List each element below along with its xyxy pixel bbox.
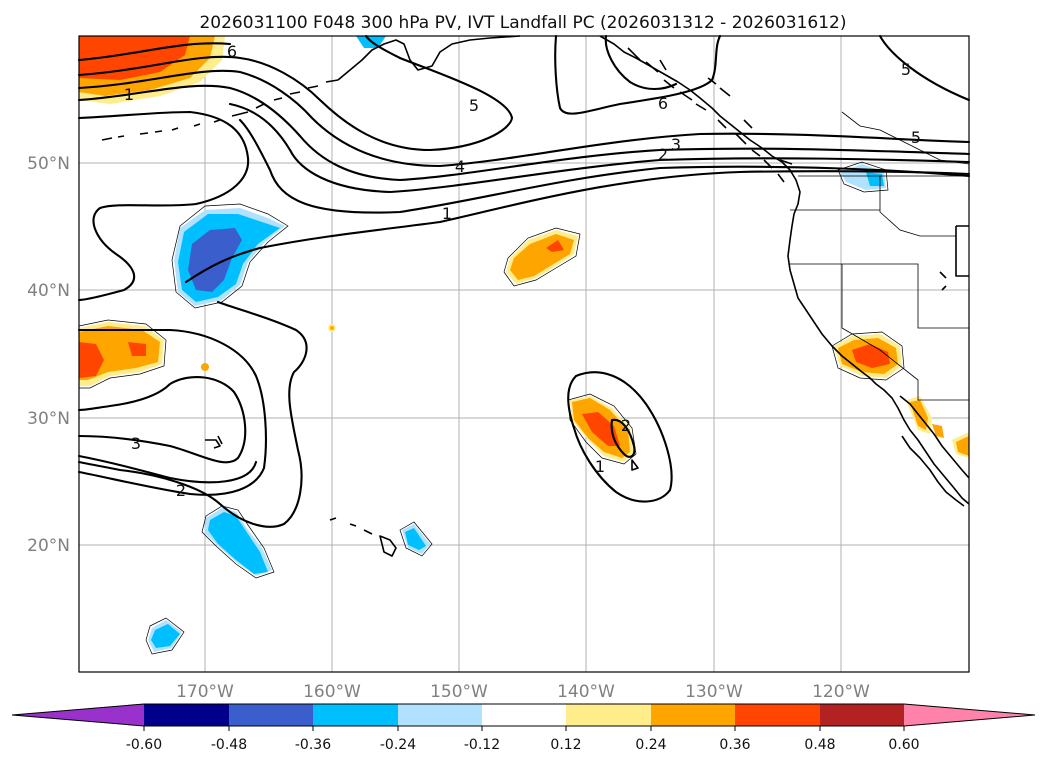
colorbar-segment bbox=[651, 704, 735, 726]
lon-label: 160°W bbox=[303, 682, 361, 702]
state-border-2 bbox=[790, 263, 969, 329]
lat-label: 50°N bbox=[27, 154, 70, 174]
contour-ridge-6b bbox=[604, 34, 678, 91]
aleutian-islands bbox=[101, 79, 339, 141]
colorbar-tick-label: 0.36 bbox=[719, 737, 750, 753]
small-islands bbox=[205, 435, 223, 449]
colorbar-segment bbox=[566, 704, 651, 726]
state-border-3 bbox=[841, 264, 969, 401]
colorbar-extend-min bbox=[12, 704, 144, 726]
contour-ne-5 bbox=[878, 34, 971, 102]
contour-label: 2 bbox=[176, 481, 186, 500]
contour-label: 4 bbox=[455, 157, 465, 176]
colorbar-tick-label: -0.60 bbox=[126, 737, 162, 753]
contour-south-2 bbox=[77, 328, 267, 496]
colorbar-tick-label: 0.60 bbox=[888, 737, 919, 753]
contour-jet-5 bbox=[77, 69, 971, 168]
interior-lakes bbox=[939, 271, 947, 291]
colorbar-tick-label: -0.48 bbox=[211, 737, 247, 753]
colorbar-tick-label: 0.48 bbox=[804, 737, 835, 753]
colorbar-tick-label: 0.24 bbox=[635, 737, 666, 753]
colorbar-segment bbox=[482, 704, 566, 726]
anomaly-positive-nw bbox=[79, 36, 225, 104]
state-border-1 bbox=[879, 176, 956, 237]
longitude-labels: 170°W 160°W 150°W 140°W 130°W 120°W bbox=[176, 682, 870, 702]
map-panel: 6 1 5 4 1 6 3 2 5 5 3 2 2 1 bbox=[77, 34, 971, 673]
colorbar-segment bbox=[735, 704, 820, 726]
colorbar-tick-label: -0.12 bbox=[464, 737, 500, 753]
colorbar: -0.60 -0.48 -0.36 -0.24 -0.12 0.12 0.24 … bbox=[11, 703, 1036, 753]
colorbar-tick-label: -0.36 bbox=[295, 737, 331, 753]
anomaly-positive-west bbox=[79, 322, 336, 386]
contour-outer-1 bbox=[77, 110, 250, 302]
anomaly-positive-east bbox=[834, 334, 969, 458]
map-frame bbox=[78, 35, 970, 673]
anomaly-negative-southwest bbox=[148, 508, 430, 652]
contour-closed-2 bbox=[610, 418, 636, 458]
offshore-island bbox=[631, 459, 639, 471]
colorbar-segment bbox=[313, 704, 398, 726]
lat-label: 40°N bbox=[27, 281, 70, 301]
alaska-coast bbox=[337, 35, 521, 81]
colorbar-segment bbox=[398, 704, 482, 726]
contour-label: 1 bbox=[595, 457, 605, 476]
baja-inner-coast bbox=[901, 435, 965, 507]
contour-jet-3 bbox=[228, 102, 971, 194]
shading-outlines bbox=[78, 161, 905, 655]
hawaii-islands bbox=[329, 517, 397, 557]
contour-labels: 6 1 5 4 1 6 3 2 5 5 3 2 2 1 bbox=[124, 42, 921, 500]
baja-coast bbox=[899, 395, 970, 479]
contour-jet-4 bbox=[77, 84, 971, 182]
north-america-coast bbox=[599, 35, 970, 505]
map-title: 2026031100 F048 300 hPa PV, IVT Landfall… bbox=[199, 13, 846, 33]
contour-long-1 bbox=[184, 170, 971, 284]
lon-label: 150°W bbox=[430, 682, 488, 702]
contour-label: 3 bbox=[671, 135, 681, 154]
contour-label: 5 bbox=[901, 60, 911, 79]
contour-label: 2 bbox=[621, 416, 631, 435]
contour-label: 2 bbox=[658, 145, 668, 164]
contour-south-3 bbox=[77, 376, 247, 464]
colorbar-ticks bbox=[143, 726, 905, 731]
colorbar-segment bbox=[820, 704, 904, 726]
colorbar-tick-label: -0.24 bbox=[380, 737, 416, 753]
pv-contours bbox=[77, 34, 971, 528]
contour-jet-2 bbox=[238, 118, 971, 214]
colorbar-extend-max bbox=[904, 704, 1035, 726]
colorbar-segment bbox=[229, 704, 313, 726]
lon-label: 140°W bbox=[557, 682, 615, 702]
contour-label: 1 bbox=[442, 204, 452, 223]
map-background bbox=[79, 36, 969, 672]
contour-label: 1 bbox=[124, 85, 134, 104]
anomaly-negative-west bbox=[174, 208, 285, 306]
lon-label: 120°W bbox=[812, 682, 870, 702]
contour-closed-1 bbox=[567, 371, 673, 503]
lake-outline bbox=[955, 225, 969, 277]
lon-label: 130°W bbox=[685, 682, 743, 702]
colorbar-tick-label: 0.12 bbox=[550, 737, 581, 753]
anomaly-positive-central bbox=[506, 230, 578, 284]
lat-label: 30°N bbox=[27, 409, 70, 429]
contour-label: 6 bbox=[658, 94, 668, 113]
colorbar-segment bbox=[144, 704, 229, 726]
contour-loop-5 bbox=[77, 34, 514, 152]
contour-ridge-6 bbox=[554, 34, 722, 115]
lon-label: 170°W bbox=[176, 682, 234, 702]
contour-south-2b bbox=[77, 454, 258, 484]
contour-south-1 bbox=[77, 300, 308, 528]
contour-label: 3 bbox=[131, 434, 141, 453]
contour-label: 5 bbox=[911, 128, 921, 147]
lat-label: 20°N bbox=[27, 536, 70, 556]
latitude-labels: 50°N 40°N 30°N 20°N bbox=[27, 154, 70, 556]
contour-top-left-1 bbox=[77, 42, 232, 62]
contour-label: 6 bbox=[227, 42, 237, 61]
contour-label: 5 bbox=[469, 96, 479, 115]
